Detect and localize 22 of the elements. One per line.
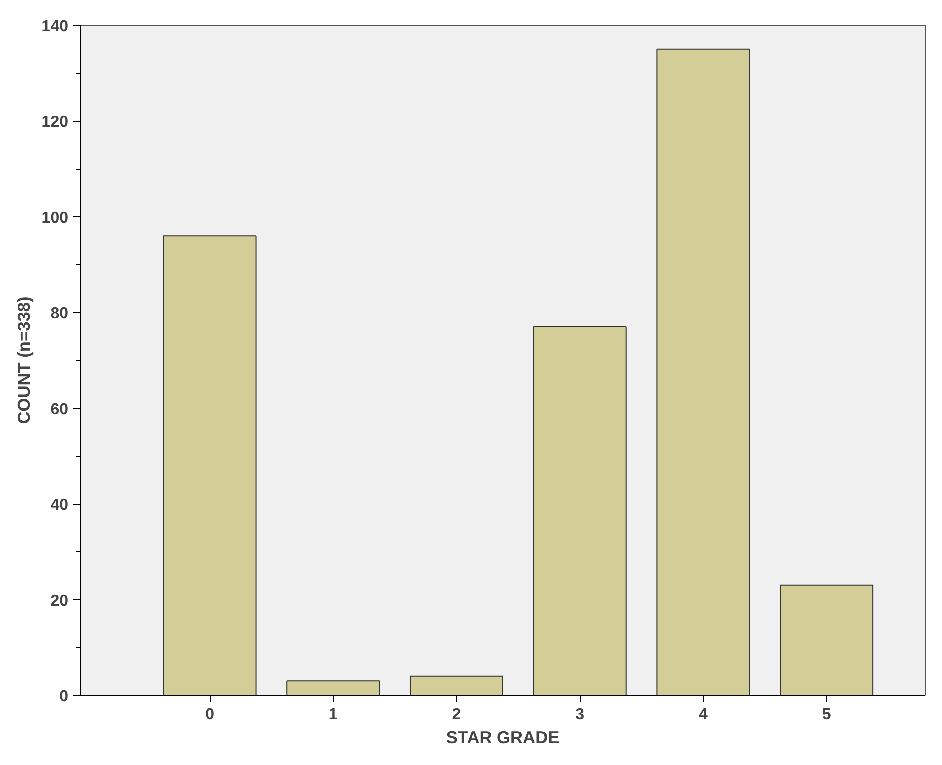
y-tick-label: 0 bbox=[60, 688, 69, 706]
y-tick-label: 100 bbox=[42, 210, 69, 227]
x-tick-label: 5 bbox=[822, 706, 832, 724]
y-axis-title: COUNT (n=338) bbox=[14, 296, 34, 424]
y-tick-label: 120 bbox=[42, 114, 69, 132]
bar bbox=[410, 676, 504, 696]
bar bbox=[163, 236, 257, 696]
bar bbox=[286, 680, 380, 696]
y-tick-label: 20 bbox=[50, 592, 69, 610]
y-tick-label: 40 bbox=[50, 497, 69, 514]
bar bbox=[533, 326, 627, 696]
x-tick-label: 0 bbox=[206, 706, 215, 724]
bar bbox=[656, 48, 750, 696]
bar bbox=[780, 584, 874, 696]
y-tick-label: 80 bbox=[50, 306, 69, 323]
x-tick-label: 1 bbox=[328, 706, 338, 724]
y-tick-label: 140 bbox=[42, 18, 69, 36]
x-axis-title: STAR GRADE bbox=[446, 728, 560, 748]
y-tick-label: 60 bbox=[50, 401, 69, 418]
x-tick-label: 2 bbox=[452, 706, 462, 724]
x-tick-label: 4 bbox=[699, 706, 708, 724]
x-tick-label: 3 bbox=[576, 706, 585, 724]
